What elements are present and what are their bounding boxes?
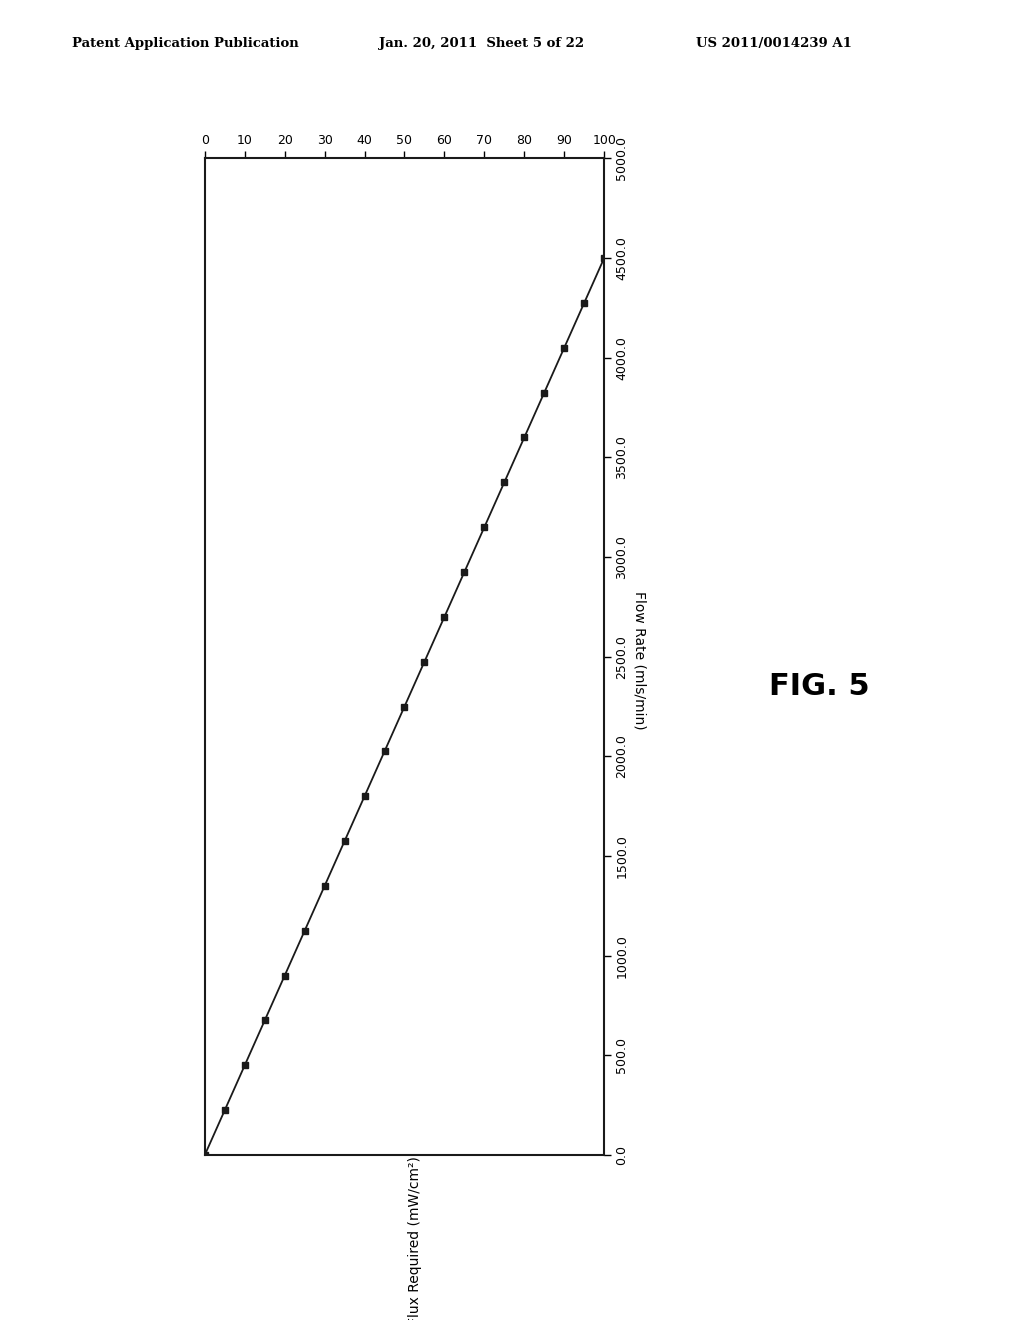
- Text: Flow Rate (mls/min): Flow Rate (mls/min): [633, 590, 647, 730]
- Text: FIG. 5: FIG. 5: [769, 672, 869, 701]
- Text: Flux Required (mW/cm²): Flux Required (mW/cm²): [408, 1156, 422, 1320]
- Text: Jan. 20, 2011  Sheet 5 of 22: Jan. 20, 2011 Sheet 5 of 22: [379, 37, 584, 50]
- Text: US 2011/0014239 A1: US 2011/0014239 A1: [696, 37, 852, 50]
- Text: Patent Application Publication: Patent Application Publication: [72, 37, 298, 50]
